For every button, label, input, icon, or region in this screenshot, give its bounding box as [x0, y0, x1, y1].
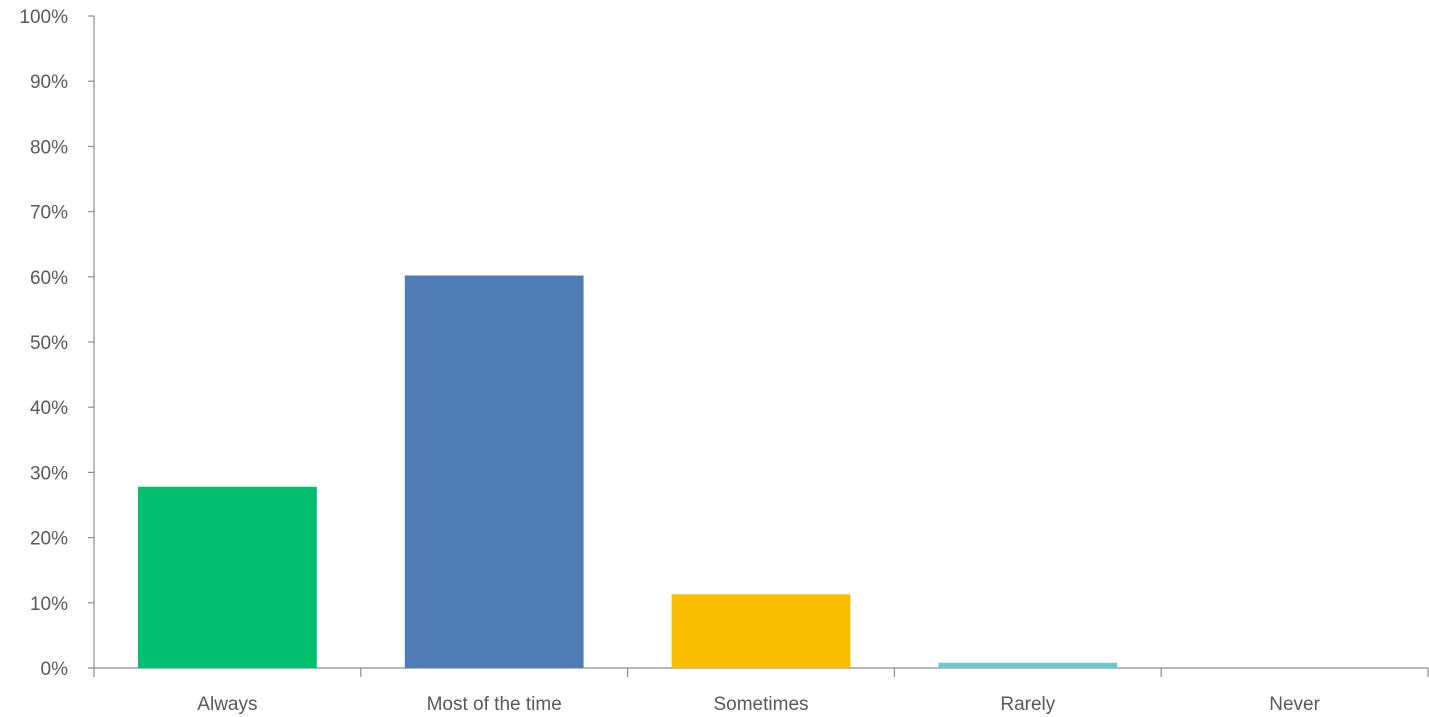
category-labels: Always Most of the time Sometimes Rarely Nev… [197, 694, 1320, 715]
bar-rarely [938, 662, 1118, 668]
y-tick-label: 60% [30, 268, 68, 289]
y-tick-label: 70% [30, 203, 68, 224]
y-axis-ticks: 0% 10% 20% 30% 40% 50% 60% 70% 80% 90% 100% [19, 7, 94, 680]
x-category-label: Always [197, 694, 257, 715]
x-category-label: Sometimes [713, 694, 808, 715]
y-tick-label: 10% [30, 594, 68, 615]
x-category-label: Rarely [1000, 694, 1055, 715]
x-category-label: Most of the time [427, 694, 562, 715]
y-tick-label: 20% [30, 529, 68, 550]
x-axis-ticks [93, 668, 1429, 677]
y-tick-label: 40% [30, 398, 68, 419]
y-tick-label: 90% [30, 72, 68, 93]
bar-always [138, 486, 317, 668]
bar-sometimes [671, 594, 851, 668]
x-category-label: Never [1269, 694, 1320, 715]
y-tick-label: 0% [41, 659, 69, 680]
bar-most-of-the-time [404, 275, 584, 668]
bars [138, 275, 1118, 668]
y-tick-label: 80% [30, 137, 68, 158]
y-tick-label: 50% [30, 333, 68, 354]
y-tick-label: 100% [19, 7, 68, 28]
y-tick-label: 30% [30, 463, 68, 484]
